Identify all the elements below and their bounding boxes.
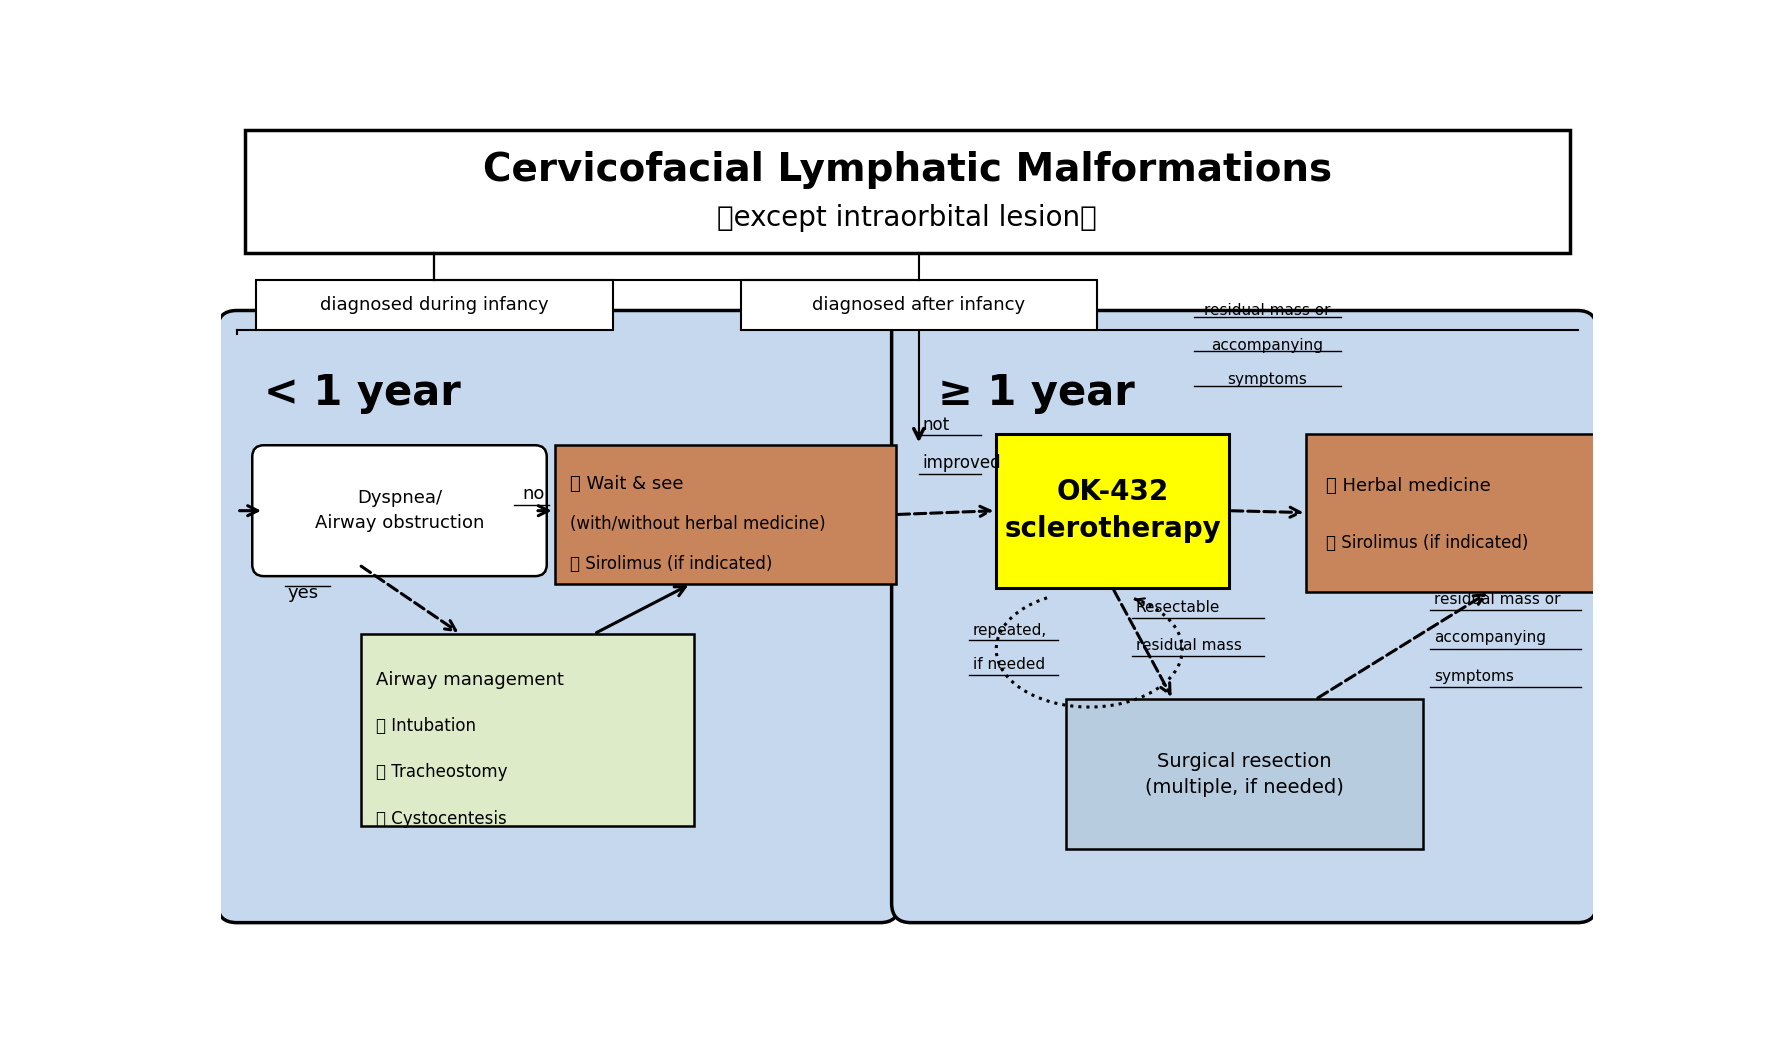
Text: ・ Cystocentesis: ・ Cystocentesis (377, 810, 506, 828)
Text: symptoms: symptoms (1228, 373, 1308, 387)
Text: accompanying: accompanying (1434, 631, 1547, 645)
Text: OK-432
sclerotherapy: OK-432 sclerotherapy (1004, 478, 1221, 543)
Text: residual mass: residual mass (1136, 638, 1241, 653)
Bar (997, 434, 1228, 588)
FancyBboxPatch shape (253, 446, 547, 576)
Text: ・ Intubation: ・ Intubation (377, 717, 476, 735)
Bar (257, 280, 612, 330)
Text: repeated,: repeated, (974, 623, 1048, 638)
Text: < 1 year: < 1 year (264, 372, 460, 414)
Text: (with/without herbal medicine): (with/without herbal medicine) (570, 515, 825, 533)
Text: Cervicofacial Lymphatic Malformations: Cervicofacial Lymphatic Malformations (483, 151, 1331, 189)
Bar (1306, 434, 1639, 591)
Text: not: not (922, 415, 950, 434)
Text: ・ Sirolimus (if indicated): ・ Sirolimus (if indicated) (570, 555, 772, 573)
Text: symptoms: symptoms (1434, 669, 1513, 684)
Bar (244, 129, 1570, 253)
Text: diagnosed during infancy: diagnosed during infancy (320, 296, 549, 313)
Text: improved: improved (922, 454, 1002, 473)
Text: residual mass or: residual mass or (1204, 303, 1331, 318)
Bar (1066, 700, 1423, 849)
FancyBboxPatch shape (892, 310, 1597, 922)
Text: ・ Sirolimus (if indicated): ・ Sirolimus (if indicated) (1326, 534, 1528, 553)
Text: ・ Tracheostomy: ・ Tracheostomy (377, 763, 508, 782)
Text: accompanying: accompanying (1211, 337, 1324, 353)
Bar (554, 446, 896, 584)
Text: Dyspnea/
Airway obstruction: Dyspnea/ Airway obstruction (315, 489, 485, 532)
Text: Airway management: Airway management (377, 671, 565, 689)
Text: ・ Wait & see: ・ Wait & see (570, 475, 683, 492)
Bar (361, 634, 694, 827)
Bar (740, 280, 1097, 330)
Text: ・ Herbal medicine: ・ Herbal medicine (1326, 477, 1490, 494)
Text: ≥ 1 year: ≥ 1 year (938, 372, 1135, 414)
Text: Resectable: Resectable (1136, 600, 1220, 614)
Text: （except intraorbital lesion）: （except intraorbital lesion） (717, 204, 1097, 232)
Text: residual mass or: residual mass or (1434, 592, 1561, 607)
Text: Surgical resection
(multiple, if needed): Surgical resection (multiple, if needed) (1145, 752, 1343, 797)
Text: yes: yes (287, 584, 319, 602)
Text: no: no (522, 485, 545, 503)
Text: if needed: if needed (974, 657, 1044, 672)
Text: diagnosed after infancy: diagnosed after infancy (812, 296, 1025, 313)
FancyBboxPatch shape (218, 310, 899, 922)
